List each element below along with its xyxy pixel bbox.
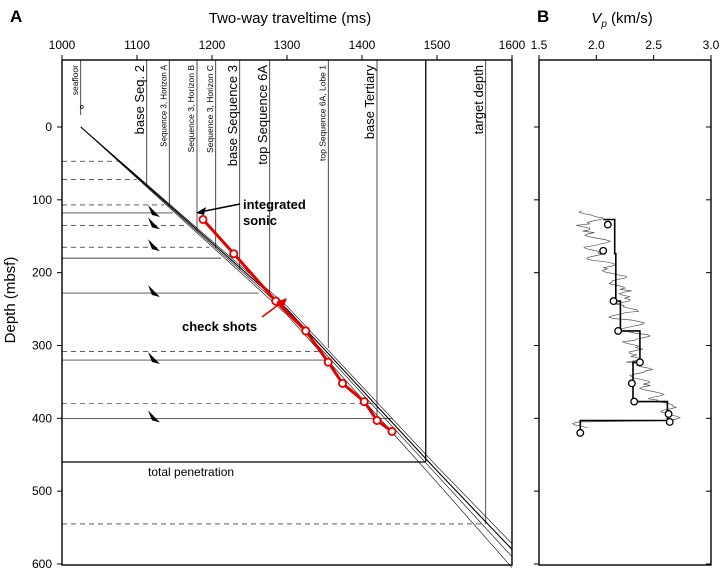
x-tick-label-a: 1100 [124, 38, 150, 52]
x-title-v: V [591, 10, 603, 27]
velocity-point [576, 428, 585, 437]
velocity-point [609, 297, 618, 306]
velocity-model-line [80, 126, 513, 550]
panel-label-a: A [10, 7, 22, 26]
velocity-model-line [80, 126, 513, 544]
y-tick-label-a: 200 [32, 266, 52, 280]
seafloor-marker [79, 105, 84, 109]
horizon-label: Sequence 3, Horizon B [186, 65, 196, 153]
horizon-label: Sequence 3, Horizon A [159, 64, 168, 146]
axes-b: 1.5 2.0 2.5 3.0 [531, 38, 720, 565]
integrated-sonic-label-1: integrated [243, 197, 306, 212]
horizon-arrow [148, 217, 160, 230]
y-tick-label-a: 100 [32, 193, 52, 207]
check-shot-point [359, 397, 369, 407]
x-tick-label-a: 1400 [349, 38, 376, 52]
y-tick-label-a: 400 [32, 411, 52, 425]
velocity-point [603, 220, 612, 229]
data-marks-b [571, 210, 681, 437]
y-axis-title: Depth (mbsf) [2, 257, 19, 344]
velocity-model-line [80, 126, 513, 557]
velocity-model-line [80, 126, 513, 568]
y-tick-label-a: 300 [32, 338, 52, 352]
check-shot-point [198, 214, 208, 224]
horizon-label: seafloor [70, 65, 80, 95]
check-shot-arrowhead [276, 298, 287, 309]
x-axis-title-b: Vp (km/s) [591, 10, 652, 30]
horizon-arrow [148, 410, 160, 423]
x-tick-label-a: 1000 [49, 38, 76, 52]
check-shot-point [301, 326, 311, 336]
horizon-label: Sequence 3, Horizon C [205, 65, 215, 153]
sonic-arrow-line [199, 203, 241, 213]
x-tick-label-a: 1600 [499, 38, 526, 52]
x-axis-title: Two-way traveltime (ms) [209, 10, 372, 27]
horizon-arrow [148, 204, 160, 217]
plot-frame-b [538, 59, 712, 566]
horizon-arrow [148, 239, 160, 252]
check-shot-point [337, 378, 347, 388]
horizon-label: target depth [471, 65, 486, 134]
x-tick-label-b: 3.0 [703, 38, 720, 52]
x-tick-label-a: 1200 [199, 38, 226, 52]
x-title-units: (km/s) [607, 10, 653, 27]
velocity-point [665, 418, 674, 426]
panel-a: A Two-way traveltime (ms) Depth (mbsf) 1… [2, 7, 526, 571]
horizon-label: base Sequence 3 [225, 65, 240, 166]
panel-b: B Vp (km/s) 1.5 2.0 2.5 3.0 [531, 7, 720, 566]
total-penetration-label: total penetration [148, 465, 234, 479]
x-title-sub: p [600, 19, 607, 30]
velocity-point [599, 246, 608, 255]
check-shot-point [372, 416, 382, 426]
axes: 1000 1100 1200 1300 1400 1500 1600 0 100 200 300 40… [32, 38, 526, 571]
x-tick-label-a: 1500 [424, 38, 451, 52]
panel-label-b: B [537, 7, 549, 26]
horizon-label: base Seq. 2 [132, 65, 147, 134]
check-shot-point [387, 426, 397, 436]
velocity-point [627, 379, 636, 388]
y-tick-label-a: 600 [32, 557, 52, 571]
check-shot-point [323, 357, 333, 367]
y-tick-label-a: 0 [45, 120, 52, 134]
check-shot-point [229, 249, 239, 259]
integrated-sonic-label-2: sonic [243, 213, 277, 228]
horizon-arrow [148, 285, 160, 298]
x-tick-label-b: 1.5 [531, 38, 548, 52]
check-shots-label: check shots [182, 319, 257, 334]
x-tick-label-b: 2.0 [588, 38, 605, 52]
data-marks [80, 126, 513, 568]
horizon-label: top Sequence 6A [255, 65, 270, 165]
velocity-point [635, 358, 644, 367]
x-tick-label-a: 1300 [274, 38, 301, 52]
velocity-point [630, 397, 639, 406]
velocity-point [664, 410, 673, 418]
horizon-label: top Sequence 6A, Lobe 1 [317, 65, 327, 161]
horizon-arrow [148, 352, 160, 365]
sonic-log-line [571, 210, 681, 429]
y-tick-label-a: 500 [32, 484, 52, 498]
velocity-point [614, 326, 623, 335]
reference-lines [62, 60, 487, 525]
annotations: seafloor base Seq. 2 Sequence 3, Horizon A… [70, 64, 486, 479]
x-tick-label-b: 2.5 [645, 38, 662, 52]
sonic-arrowhead [196, 207, 206, 215]
horizon-label: base Tertiary [362, 65, 377, 140]
